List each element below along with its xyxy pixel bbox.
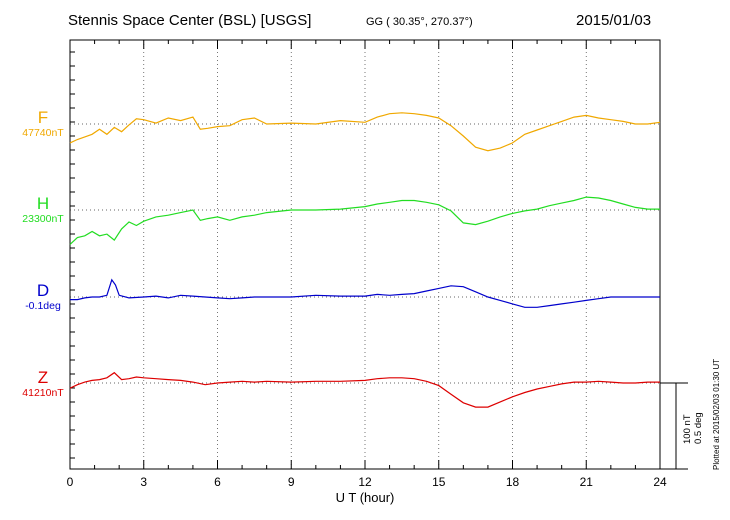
series-z <box>69 371 660 408</box>
series-h <box>69 196 660 245</box>
series-d <box>70 278 660 308</box>
x-tick-label: 0 <box>67 475 74 489</box>
channel-name: Z <box>37 368 49 387</box>
axis-ticks <box>69 40 661 469</box>
channel-label-d: D -0.1deg <box>8 281 78 313</box>
channel-baseline-value: 47740nT <box>22 127 64 139</box>
channel-baseline-value: -0.1deg <box>25 300 61 312</box>
x-tick-label: 9 <box>288 475 295 489</box>
channel-label-z: Z 41210nT <box>8 368 78 400</box>
channel-baseline-value: 41210nT <box>22 387 64 399</box>
x-axis-label: U T (hour) <box>336 490 395 505</box>
channel-baseline-value: 23300nT <box>22 213 64 225</box>
x-tick-label: 6 <box>214 475 221 489</box>
x-tick-label: 18 <box>506 475 520 489</box>
grid <box>70 40 660 469</box>
plotted-timestamp: Plotted at 2015/02/03 01:30 UT <box>712 358 721 470</box>
x-tick-label: 21 <box>580 475 594 489</box>
channel-name: F <box>37 108 49 127</box>
scale-legend: 100 nT 0.5 deg <box>678 392 704 448</box>
chart-title: Stennis Space Center (BSL) [USGS] <box>68 12 312 29</box>
x-tick-label: 15 <box>432 475 446 489</box>
channel-name: H <box>36 194 50 213</box>
channel-label-f: F 47740nT <box>8 108 78 140</box>
x-tick-label: 12 <box>358 475 372 489</box>
x-tick-label: 24 <box>653 475 667 489</box>
x-tick-label: 3 <box>140 475 147 489</box>
chart-date: 2015/01/03 <box>576 12 652 29</box>
scale-deg-label: 0.5 deg <box>693 412 704 444</box>
series-lines <box>69 112 661 408</box>
channel-name: D <box>36 281 50 300</box>
station-coordinates: GG ( 30.35°, 270.37°) <box>366 16 473 28</box>
channel-label-h: H 23300nT <box>8 194 78 226</box>
scale-nt-label: 100 nT <box>682 414 693 444</box>
series-f <box>69 112 661 152</box>
x-tick-labels: 0 3 6 9 12 15 18 21 24 <box>67 475 667 489</box>
